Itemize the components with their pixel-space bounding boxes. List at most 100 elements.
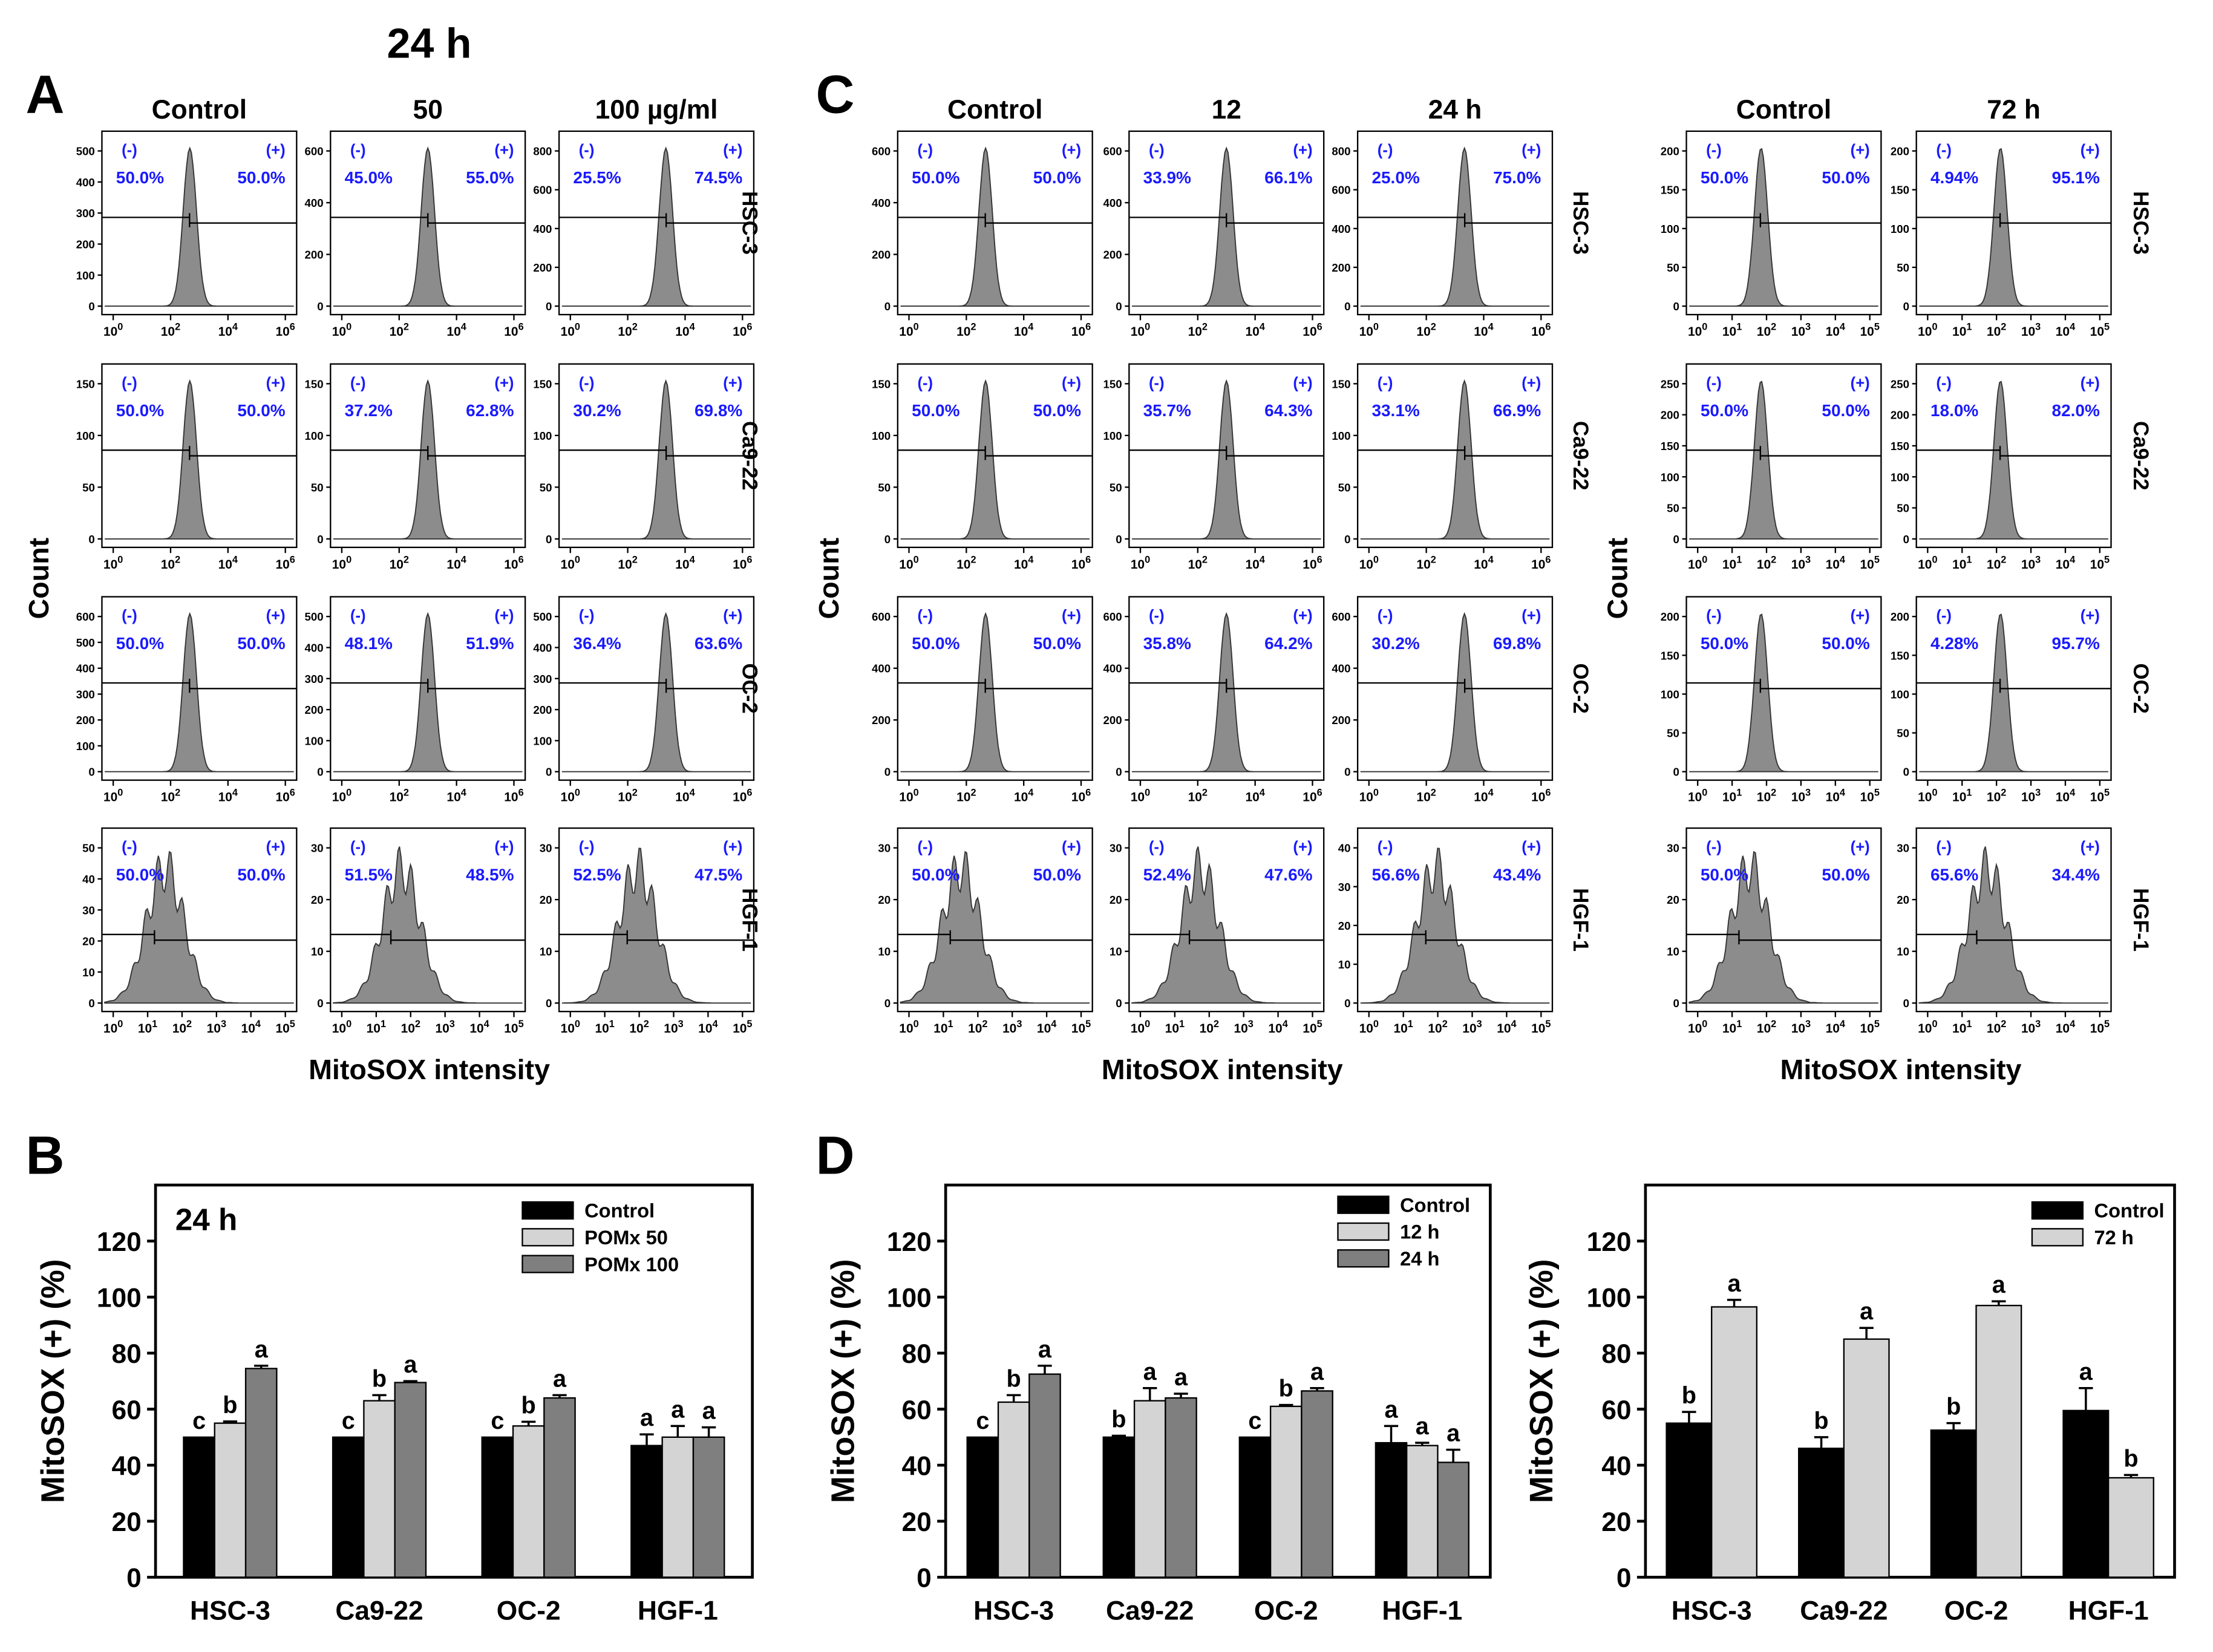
x-tick-label: 101 <box>1952 1019 1972 1036</box>
y-tick-label: 500 <box>533 610 552 623</box>
positive-percentage: 69.8% <box>695 401 742 420</box>
significance-letter: b <box>1111 1406 1126 1433</box>
y-tick-label: 150 <box>1661 184 1679 197</box>
x-tick-label: 102 <box>1987 555 2006 572</box>
bar <box>481 1436 514 1578</box>
histogram-curve <box>561 847 751 1004</box>
y-tick-label: 200 <box>1661 610 1679 623</box>
a-histogram-cell: (-) (+) 50.0% 50.0% 0 100 200 300 400 500 600 100 10… <box>76 596 298 805</box>
y-tick-label: 50 <box>540 481 552 494</box>
significance-letter: b <box>1682 1382 1696 1409</box>
gate-positive-label: (+) <box>723 839 742 856</box>
y-tick-label: 400 <box>1103 662 1122 675</box>
significance-letter: a <box>2079 1359 2093 1385</box>
gate-positive-label: (+) <box>723 607 742 624</box>
x-tick-label: 101 <box>1722 787 1742 804</box>
y-tick-label: 200 <box>76 714 95 726</box>
c-histogram-cell: (-) (+) 35.8% 64.2% 0 200 400 600 100 102 104 106 <box>1103 596 1325 805</box>
y-tick-label: 100 <box>76 740 95 753</box>
gate-positive-label: (+) <box>266 374 286 391</box>
x-tick-label: 100 <box>1688 787 1707 804</box>
bar <box>2062 1409 2110 1578</box>
y-tick-label: 0 <box>546 533 552 546</box>
histogram-curve <box>1360 847 1550 1004</box>
histogram-curve <box>900 612 1090 772</box>
x-tick-label: 106 <box>1303 322 1322 339</box>
legend-label: 24 h <box>1400 1247 1439 1270</box>
x-tick-label: 100 <box>1359 322 1379 339</box>
x-tick-label: 102 <box>618 322 637 339</box>
gate-positive-label: (+) <box>2081 142 2100 159</box>
y-tick-label: 40 <box>1338 842 1351 855</box>
negative-percentage: 50.0% <box>116 168 164 187</box>
x-tick-label: 106 <box>1071 322 1091 339</box>
x-tick-label: 100 <box>1131 1019 1150 1036</box>
gate-negative-label: (-) <box>1149 607 1165 624</box>
c2-histogram-cell: (-) (+) 50.0% 50.0% 0 10 20 30 100 101 102 103 104 10… <box>1667 827 1882 1036</box>
y-tick-label: 0 <box>1616 1564 1632 1593</box>
c-histogram-cell: (-) (+) 50.0% 50.0% 0 200 400 600 100 102 104 106 <box>872 130 1093 339</box>
y-tick-label: 400 <box>76 662 95 675</box>
legend-swatch <box>521 1201 574 1220</box>
y-tick-label: 100 <box>1891 688 1909 700</box>
x-tick-label: 103 <box>2021 322 2041 339</box>
y-tick-label: 150 <box>305 377 324 390</box>
panel-d-bar-chart-72h: 0 20 40 60 80 100 120 MitoSOX (+) (%) HSC-3 b a Ca9… <box>1523 1183 2176 1625</box>
x-tick-label: 100 <box>332 555 351 572</box>
x-tick-label: 105 <box>1860 787 1880 804</box>
y-tick-label: 10 <box>1338 958 1351 971</box>
gate-negative-label: (-) <box>1936 142 1952 159</box>
x-tick-label: 103 <box>1002 1019 1022 1036</box>
y-tick-label: 100 <box>76 429 95 442</box>
negative-percentage: 50.0% <box>912 401 959 420</box>
x-tick-label: 102 <box>161 322 180 339</box>
bar <box>363 1400 396 1578</box>
y-tick-label: 200 <box>533 261 552 274</box>
positive-percentage: 75.0% <box>1493 168 1541 187</box>
y-tick-label: 0 <box>884 533 891 546</box>
x-tick-label: 104 <box>2056 787 2075 804</box>
y-tick-label: 200 <box>76 238 95 250</box>
significance-letter: b <box>521 1392 536 1419</box>
y-tick-label: 400 <box>1332 223 1350 235</box>
c-row-label: HSC-3 <box>1569 191 1592 255</box>
x-tick-label: 103 <box>1791 787 1811 804</box>
gate-negative-label: (-) <box>122 607 137 624</box>
gate-positive-label: (+) <box>1293 142 1312 159</box>
y-tick-label: 150 <box>1661 440 1679 452</box>
y-tick-label: 150 <box>1891 184 1909 197</box>
x-tick-label: 102 <box>1428 1019 1447 1036</box>
x-tick-label: 106 <box>1531 322 1551 339</box>
y-tick-label: 300 <box>533 673 552 685</box>
y-tick-label: 600 <box>305 145 324 158</box>
x-tick-label: 100 <box>1131 787 1150 804</box>
x-tick-label: 101 <box>138 1019 157 1036</box>
x-tick-label: 104 <box>1014 787 1033 804</box>
x-tick-label: 102 <box>1757 555 1776 572</box>
histogram-curve <box>1919 613 2108 772</box>
y-tick-label: 40 <box>82 873 95 886</box>
c2-histogram-cell: (-) (+) 50.0% 50.0% 0 50 100 150 200 250 100 101 102… <box>1661 363 1882 572</box>
positive-percentage: 50.0% <box>237 634 285 653</box>
a-histogram-cell: (-) (+) 50.0% 50.0% 0 50 100 150 100 102 104 106 <box>76 363 298 572</box>
a-histogram-cell: (-) (+) 48.1% 51.9% 0 100 200 300 400 500 100 102 10… <box>305 596 526 805</box>
gate-positive-label: (+) <box>494 839 514 856</box>
gate-positive-label: (+) <box>2081 374 2100 391</box>
gate-negative-label: (-) <box>350 142 366 159</box>
x-tick-label: 104 <box>469 1019 489 1036</box>
significance-letter: a <box>553 1365 567 1392</box>
y-tick-label: 400 <box>1103 197 1122 209</box>
histogram-curve <box>561 379 751 540</box>
chart-frame <box>1644 1183 2176 1579</box>
x-tick-label: 102 <box>161 787 180 804</box>
negative-percentage: 48.1% <box>345 634 393 653</box>
significance-letter: b <box>1946 1394 1961 1420</box>
y-tick-label: 10 <box>1110 945 1122 958</box>
negative-percentage: 35.8% <box>1143 634 1191 653</box>
x-tick-label: 102 <box>161 555 180 572</box>
y-tick-label: 200 <box>1103 714 1122 726</box>
x-tick-label: 106 <box>1303 555 1322 572</box>
y-tick-label: 200 <box>1661 145 1679 158</box>
significance-letter: a <box>1384 1396 1398 1423</box>
gate-negative-label: (-) <box>917 374 933 391</box>
